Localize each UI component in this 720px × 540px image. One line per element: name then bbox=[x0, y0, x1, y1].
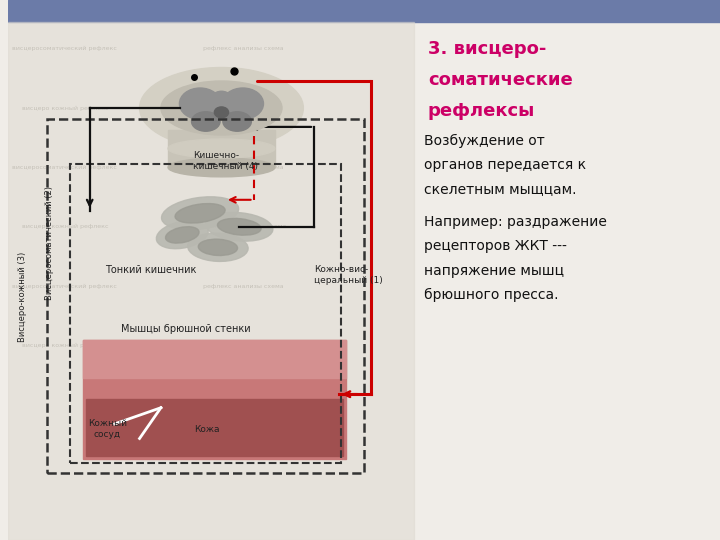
Text: Мышцы брюшной стенки: Мышцы брюшной стенки bbox=[121, 325, 251, 334]
Text: висцеросоматический рефлекс: висцеросоматический рефлекс bbox=[12, 284, 117, 289]
Ellipse shape bbox=[156, 221, 208, 249]
Bar bbox=[83, 340, 346, 378]
Text: Кожно-вис-
церальный (1): Кожно-вис- церальный (1) bbox=[314, 265, 383, 286]
Text: рефлекторная дуга схема: рефлекторная дуга схема bbox=[199, 343, 287, 348]
Text: 3. висцеро-: 3. висцеро- bbox=[428, 40, 546, 58]
Text: органов передается к: органов передается к bbox=[424, 158, 587, 172]
Bar bbox=[8, 0, 720, 22]
Text: напряжение мышц: напряжение мышц bbox=[424, 264, 564, 278]
Ellipse shape bbox=[175, 204, 225, 223]
Bar bbox=[47, 119, 364, 472]
Ellipse shape bbox=[168, 139, 275, 158]
Text: висцеро кожный рефлекс: висцеро кожный рефлекс bbox=[22, 343, 108, 348]
Ellipse shape bbox=[206, 212, 273, 241]
Ellipse shape bbox=[140, 68, 303, 148]
Bar bbox=[71, 164, 341, 463]
Text: брюшного пресса.: брюшного пресса. bbox=[424, 288, 559, 302]
Text: Висцеро-кожный (3): Висцеро-кожный (3) bbox=[17, 252, 27, 342]
Text: Висцеросоматический (2): Висцеросоматический (2) bbox=[45, 186, 53, 300]
Text: Например: раздражение: Например: раздражение bbox=[424, 215, 607, 229]
Text: Возбуждение от: Возбуждение от bbox=[424, 134, 545, 148]
Text: Кожный
сосуд: Кожный сосуд bbox=[88, 419, 127, 440]
Ellipse shape bbox=[179, 88, 221, 119]
Bar bbox=[86, 399, 343, 456]
Text: рефлексы: рефлексы bbox=[428, 102, 536, 120]
Text: рефлекторная дуга схема: рефлекторная дуга схема bbox=[199, 224, 287, 230]
Ellipse shape bbox=[188, 233, 248, 261]
Text: рефлекс анализы схема: рефлекс анализы схема bbox=[202, 165, 283, 170]
Text: рефлекторная дуга схема: рефлекторная дуга схема bbox=[199, 105, 287, 111]
Ellipse shape bbox=[217, 218, 261, 235]
Text: соматические: соматические bbox=[428, 71, 572, 89]
Text: висцеро кожный рефлекс: висцеро кожный рефлекс bbox=[22, 224, 108, 230]
Ellipse shape bbox=[223, 112, 251, 131]
Circle shape bbox=[215, 107, 228, 118]
Ellipse shape bbox=[166, 227, 199, 243]
Text: Тонкий кишечник: Тонкий кишечник bbox=[104, 265, 196, 275]
Text: Кожа: Кожа bbox=[194, 425, 220, 434]
Bar bbox=[168, 130, 275, 167]
Text: висцеросоматический рефлекс: висцеросоматический рефлекс bbox=[12, 165, 117, 170]
Text: скелетным мыщцам.: скелетным мыщцам. bbox=[424, 183, 577, 197]
Text: висцеро кожный рефлекс: висцеро кожный рефлекс bbox=[22, 105, 108, 111]
Ellipse shape bbox=[222, 88, 264, 119]
Bar bbox=[8, 22, 414, 540]
Ellipse shape bbox=[161, 197, 238, 230]
Ellipse shape bbox=[198, 239, 238, 255]
Ellipse shape bbox=[208, 91, 235, 119]
Ellipse shape bbox=[192, 112, 220, 131]
Ellipse shape bbox=[168, 158, 275, 177]
Ellipse shape bbox=[161, 81, 282, 135]
Text: Кишечно-
кишечный (4): Кишечно- кишечный (4) bbox=[193, 151, 258, 171]
Text: висцеросоматический рефлекс: висцеросоматический рефлекс bbox=[12, 46, 117, 51]
Text: рефлекс анализы схема: рефлекс анализы схема bbox=[202, 46, 283, 51]
Text: рецепторов ЖКТ ---: рецепторов ЖКТ --- bbox=[424, 239, 567, 253]
Text: рефлекс анализы схема: рефлекс анализы схема bbox=[202, 284, 283, 289]
Bar bbox=[83, 340, 346, 459]
